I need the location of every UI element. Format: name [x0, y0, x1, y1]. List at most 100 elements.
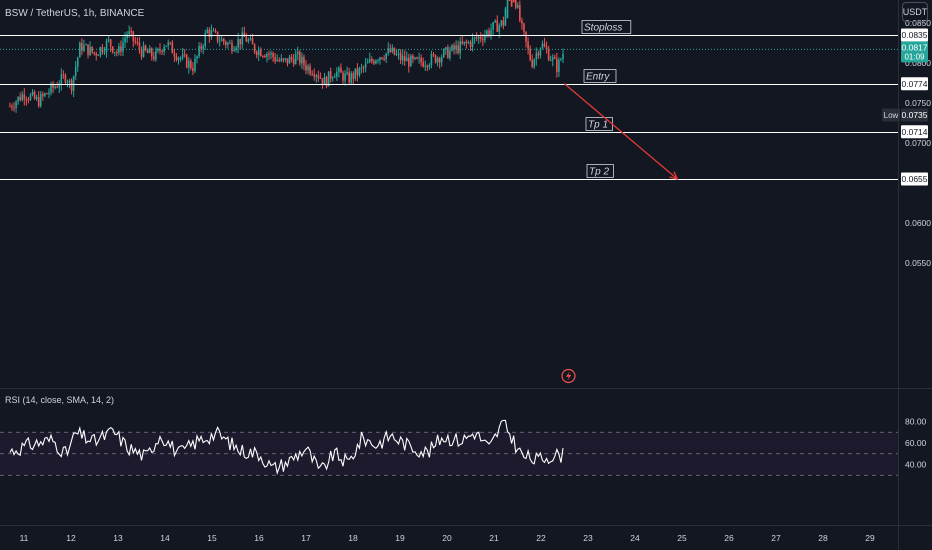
- candle-body: [348, 72, 350, 83]
- time-tick-label: 17: [301, 533, 311, 543]
- candle-body: [66, 82, 69, 84]
- candle-body: [496, 20, 499, 32]
- candle-body: [229, 42, 231, 44]
- candle-body: [288, 56, 291, 64]
- candle-body: [387, 48, 390, 54]
- candle-body: [111, 46, 114, 53]
- low-price-text: 0.0735: [902, 110, 928, 120]
- level-price-badge-text-tp2: 0.0655: [902, 174, 928, 184]
- candle-body: [235, 47, 237, 50]
- candle-body: [165, 45, 167, 47]
- candle-body: [537, 53, 540, 56]
- candle-body: [85, 44, 87, 46]
- candle-body: [482, 39, 484, 41]
- candle-body: [99, 47, 102, 56]
- candle-body: [44, 93, 46, 96]
- candle-body: [173, 53, 176, 57]
- candle-body: [70, 80, 73, 91]
- candle-body: [416, 57, 418, 59]
- level-price-badge-tp1: [901, 125, 928, 139]
- currency-button[interactable]: USDT: [902, 2, 928, 22]
- candle-body: [340, 67, 342, 73]
- candle-body: [46, 93, 48, 95]
- candle-body: [420, 57, 422, 63]
- trade-arrow: [564, 83, 679, 180]
- candle-body: [475, 37, 478, 39]
- candle-body: [181, 54, 184, 58]
- candle-body: [255, 51, 258, 56]
- candle-body: [194, 58, 196, 72]
- level-label-box-entry: [583, 69, 617, 83]
- candle-body: [549, 60, 552, 62]
- candle-body: [527, 41, 529, 49]
- candle-body: [436, 58, 439, 63]
- candle-body: [465, 41, 468, 44]
- time-axis: 11 12 13 14 15 16 17 18 19 20 21 22 23 24 25 26 27 28 29: [20, 533, 875, 543]
- candle-body: [498, 25, 501, 32]
- candle-body: [410, 55, 412, 67]
- candle-body: [510, 0, 513, 7]
- candle-body: [303, 56, 305, 66]
- arrow-head: [669, 171, 679, 180]
- candle-body: [144, 45, 147, 51]
- price-tick-label: 0.0850: [905, 18, 931, 28]
- candle-body: [457, 45, 459, 53]
- candle-body: [155, 50, 157, 60]
- current-countdown-text: 01:09: [904, 52, 925, 61]
- candle-body: [352, 73, 355, 79]
- candle-body: [554, 57, 556, 59]
- time-tick-label: 28: [818, 533, 828, 543]
- candle-body: [434, 55, 437, 63]
- current-price-text: 0.0817: [902, 42, 928, 52]
- candle-body: [375, 60, 377, 64]
- candle-body: [19, 96, 21, 101]
- level-label-box-tp2: [586, 164, 614, 178]
- rsi-series: [9, 419, 564, 476]
- candle-body: [122, 42, 124, 52]
- candle-body: [422, 62, 425, 67]
- candle-body: [37, 97, 40, 107]
- candle-body: [449, 50, 451, 58]
- candle-body: [535, 53, 538, 60]
- time-tick-label: 27: [771, 533, 781, 543]
- lightning-icon[interactable]: [561, 368, 576, 384]
- time-tick-label: 13: [113, 533, 123, 543]
- candle-body: [134, 41, 137, 43]
- candle-body: [301, 56, 303, 64]
- candle-body: [317, 75, 320, 78]
- candle-body: [31, 92, 34, 95]
- candle-body: [280, 58, 283, 61]
- candle-body: [91, 46, 93, 53]
- candle-body: [451, 45, 453, 51]
- candle-body: [329, 71, 332, 79]
- candle-body: [502, 20, 505, 26]
- arrow-shaft: [564, 83, 678, 180]
- candle-body: [319, 77, 322, 79]
- candle-body: [405, 57, 408, 62]
- current-price-badge: [901, 41, 928, 63]
- candle-body: [27, 99, 30, 101]
- candle-body: [29, 94, 32, 100]
- candle-body: [290, 56, 293, 59]
- candle-body: [183, 54, 186, 56]
- candle-body: [79, 42, 81, 58]
- candle-body: [292, 58, 295, 65]
- candle-body: [315, 75, 318, 77]
- level-price-badge-text-tp1: 0.0714: [902, 127, 928, 137]
- candle-body: [202, 46, 204, 49]
- candle-body: [52, 83, 54, 88]
- candle-body: [64, 75, 67, 83]
- time-tick-label: 19: [395, 533, 405, 543]
- candle-body: [220, 38, 223, 42]
- candle-body: [21, 94, 24, 101]
- candle-body: [286, 58, 289, 64]
- candle-body: [325, 77, 328, 87]
- candle-body: [136, 42, 139, 44]
- candle-body: [264, 56, 266, 58]
- level-label-tp2: Tp 2: [589, 167, 609, 178]
- candle-body: [381, 57, 383, 59]
- candle-body: [212, 30, 215, 32]
- candle-body: [486, 30, 488, 36]
